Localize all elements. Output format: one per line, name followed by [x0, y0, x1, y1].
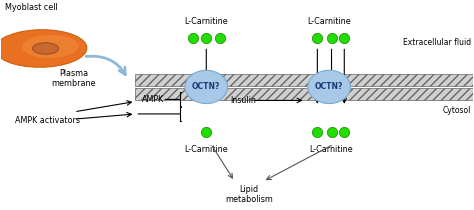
Ellipse shape	[185, 70, 228, 104]
Ellipse shape	[308, 70, 350, 104]
Point	[328, 36, 335, 40]
Text: Lipid
metabolism: Lipid metabolism	[225, 185, 273, 204]
Text: Cytosol: Cytosol	[443, 106, 471, 115]
Text: OCTN?: OCTN?	[192, 83, 220, 91]
Point	[340, 36, 348, 40]
Ellipse shape	[22, 35, 79, 58]
Text: Plasma
membrane: Plasma membrane	[52, 69, 96, 88]
Point	[314, 36, 321, 40]
Text: Extracellular fluid: Extracellular fluid	[403, 38, 471, 47]
Text: L-Carnitine: L-Carnitine	[307, 17, 351, 26]
Text: L-Carnitine: L-Carnitine	[184, 17, 228, 26]
Point	[340, 130, 348, 133]
Text: Insulin: Insulin	[230, 96, 256, 105]
Text: Myoblast cell: Myoblast cell	[5, 3, 58, 12]
Ellipse shape	[0, 30, 87, 67]
Text: L-Carnitine: L-Carnitine	[309, 145, 352, 154]
Point	[314, 130, 321, 133]
Text: AMPK: AMPK	[142, 95, 164, 104]
Point	[202, 36, 210, 40]
Text: AMPK activators: AMPK activators	[15, 116, 80, 125]
Bar	[136, 88, 474, 100]
Point	[216, 36, 223, 40]
Point	[328, 130, 335, 133]
Text: OCTN?: OCTN?	[315, 83, 343, 91]
Point	[189, 36, 197, 40]
Text: L-Carnitine: L-Carnitine	[184, 145, 228, 154]
Ellipse shape	[33, 43, 59, 54]
Bar	[136, 74, 474, 86]
Point	[202, 130, 210, 133]
